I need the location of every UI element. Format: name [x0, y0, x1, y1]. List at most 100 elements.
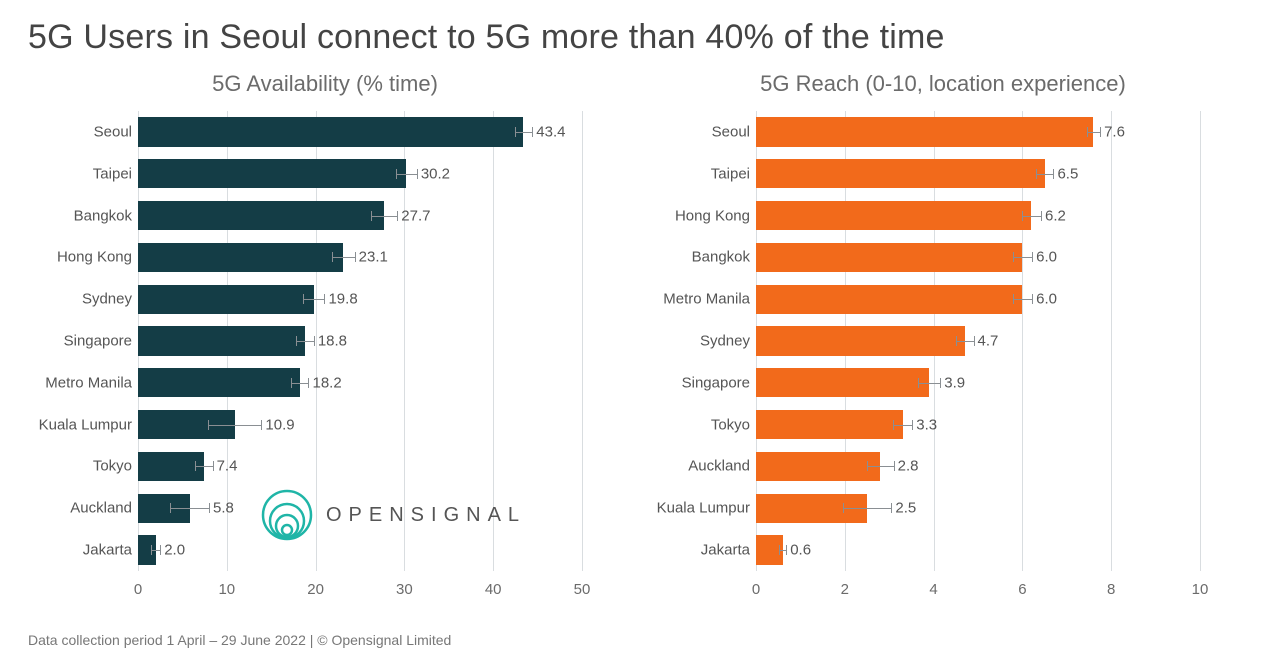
- category-label: Seoul: [650, 123, 750, 140]
- error-cap: [1032, 252, 1033, 262]
- error-bar: [867, 466, 894, 467]
- category-label: Hong Kong: [650, 207, 750, 224]
- x-tick-label: 30: [396, 581, 413, 598]
- error-cap: [1013, 252, 1014, 262]
- error-bar: [303, 299, 324, 300]
- bar: [138, 243, 343, 272]
- error-cap: [1022, 211, 1023, 221]
- chart-availability: 5G Availability (% time) 43.430.227.723.…: [28, 65, 622, 605]
- error-cap: [208, 420, 209, 430]
- bar-row: [138, 153, 582, 195]
- error-bar: [195, 466, 213, 467]
- chart1-x-axis: 01020304050: [138, 575, 582, 605]
- value-label: 2.5: [895, 500, 916, 517]
- error-cap: [308, 378, 309, 388]
- category-label: Jakarta: [32, 542, 132, 559]
- error-bar: [291, 383, 309, 384]
- gridline: [582, 111, 583, 571]
- category-label: Auckland: [650, 458, 750, 475]
- error-cap: [515, 127, 516, 137]
- bar: [756, 326, 965, 355]
- value-label: 0.6: [790, 542, 811, 559]
- error-cap: [396, 169, 397, 179]
- bar-row: [138, 195, 582, 237]
- value-label: 3.9: [944, 374, 965, 391]
- bar-row: [756, 487, 1200, 529]
- error-cap: [940, 378, 941, 388]
- error-bar: [208, 425, 261, 426]
- category-label: Auckland: [32, 500, 132, 517]
- error-bar: [396, 174, 417, 175]
- value-label: 3.3: [916, 416, 937, 433]
- error-bar: [1013, 257, 1033, 258]
- error-cap: [1013, 294, 1014, 304]
- value-label: 4.7: [978, 333, 999, 350]
- bar-row: [756, 362, 1200, 404]
- value-label: 2.8: [898, 458, 919, 475]
- bar: [756, 368, 929, 397]
- category-label: Tokyo: [32, 458, 132, 475]
- bar: [756, 452, 880, 481]
- value-label: 10.9: [265, 416, 294, 433]
- bar-row: [138, 362, 582, 404]
- value-label: 6.2: [1045, 207, 1066, 224]
- error-cap: [296, 336, 297, 346]
- error-cap: [891, 503, 892, 513]
- error-cap: [893, 420, 894, 430]
- category-label: Singapore: [650, 374, 750, 391]
- bar: [756, 201, 1031, 230]
- error-cap: [779, 545, 780, 555]
- error-cap: [786, 545, 787, 555]
- error-cap: [160, 545, 161, 555]
- error-cap: [867, 461, 868, 471]
- category-label: Kuala Lumpur: [650, 500, 750, 517]
- x-tick-label: 4: [929, 581, 937, 598]
- value-label: 30.2: [421, 165, 450, 182]
- chart1-plot: 43.430.227.723.119.818.818.210.97.45.82.…: [28, 107, 622, 605]
- error-bar: [371, 216, 398, 217]
- error-cap: [974, 336, 975, 346]
- x-tick-label: 50: [574, 581, 591, 598]
- value-label: 6.0: [1036, 249, 1057, 266]
- category-label: Tokyo: [650, 416, 750, 433]
- error-cap: [314, 336, 315, 346]
- x-tick-label: 6: [1018, 581, 1026, 598]
- page-title: 5G Users in Seoul connect to 5G more tha…: [28, 18, 1240, 57]
- category-label: Singapore: [32, 333, 132, 350]
- bar-row: [756, 195, 1200, 237]
- error-cap: [956, 336, 957, 346]
- value-label: 6.5: [1057, 165, 1078, 182]
- error-cap: [209, 503, 210, 513]
- value-label: 18.2: [312, 374, 341, 391]
- chart2-x-axis: 0246810: [756, 575, 1200, 605]
- category-label: Taipei: [650, 165, 750, 182]
- error-bar: [1036, 174, 1054, 175]
- category-label: Bangkok: [650, 249, 750, 266]
- bar-row: [138, 320, 582, 362]
- value-label: 19.8: [328, 291, 357, 308]
- bar: [138, 159, 406, 188]
- error-cap: [303, 294, 304, 304]
- bar: [138, 201, 384, 230]
- page-root: 5G Users in Seoul connect to 5G more tha…: [0, 0, 1268, 662]
- bar: [756, 285, 1022, 314]
- value-label: 23.1: [359, 249, 388, 266]
- error-cap: [918, 378, 919, 388]
- x-tick-label: 8: [1107, 581, 1115, 598]
- x-tick-label: 2: [841, 581, 849, 598]
- chart1-plot-area: 43.430.227.723.119.818.818.210.97.45.82.…: [138, 111, 582, 571]
- category-label: Sydney: [32, 291, 132, 308]
- bar: [756, 117, 1093, 146]
- x-tick-label: 20: [307, 581, 324, 598]
- error-bar: [918, 383, 940, 384]
- bar-row: [756, 529, 1200, 571]
- error-bar: [956, 341, 974, 342]
- error-bar: [1022, 216, 1042, 217]
- error-cap: [397, 211, 398, 221]
- value-label: 27.7: [401, 207, 430, 224]
- error-bar: [170, 508, 209, 509]
- value-label: 7.4: [217, 458, 238, 475]
- bar: [756, 243, 1022, 272]
- error-cap: [417, 169, 418, 179]
- error-bar: [1087, 132, 1100, 133]
